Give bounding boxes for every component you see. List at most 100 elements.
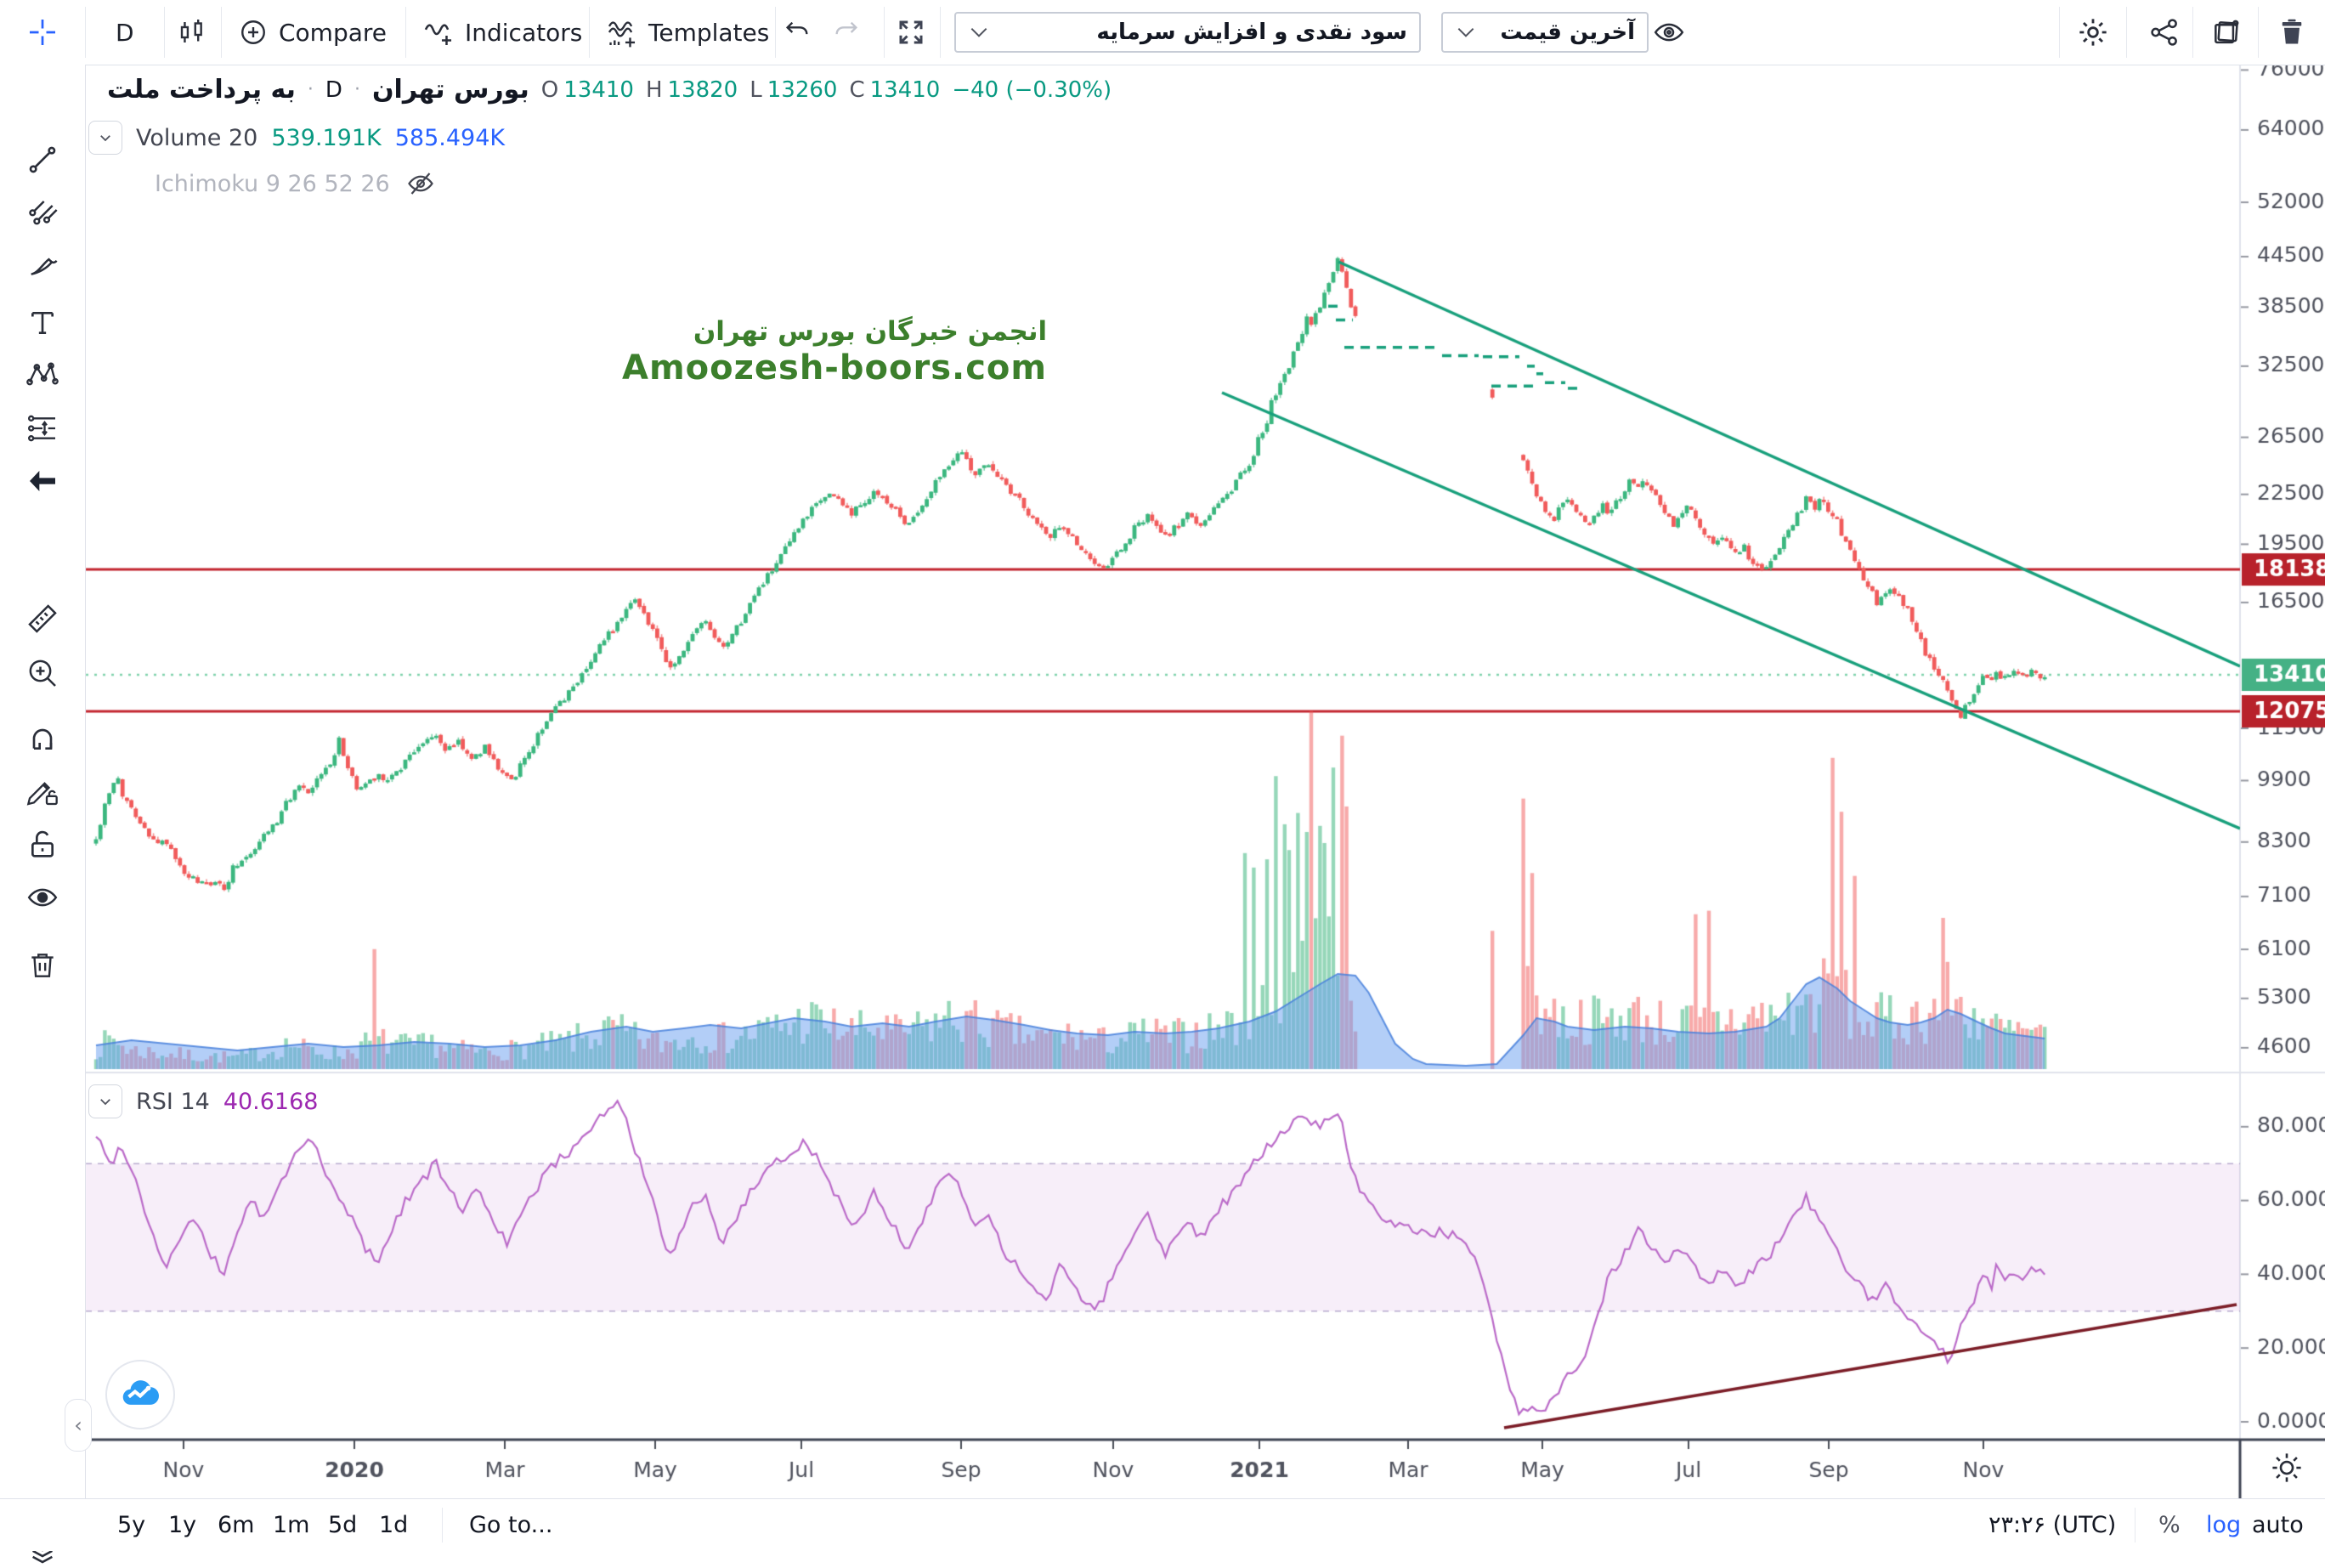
price-type-label: آخرین قیمت [1500,20,1635,45]
volume-value: 539.191K [271,124,382,151]
separator [2258,7,2259,58]
volume-collapse-button[interactable] [88,121,122,155]
percent-scale-button[interactable]: % [2158,1511,2181,1538]
hide-drawings-eye-icon[interactable] [25,880,59,914]
redo-icon[interactable] [832,18,861,47]
volume-ma-value: 585.494K [394,124,506,151]
brush-tool-icon[interactable] [25,252,59,286]
templates-button[interactable]: Templates [606,0,769,65]
rsi-value: 40.6168 [223,1088,319,1115]
templates-icon [608,21,636,48]
volume-legend: Volume 20 539.191K 585.494K [88,121,505,155]
corporate-actions-dropdown[interactable]: سود نقدی و افزایش سرمایه [954,12,1421,53]
platform-logo[interactable] [105,1360,175,1429]
rsi-legend: RSI 14 40.6168 [88,1084,318,1118]
crosshair-icon[interactable] [27,17,58,48]
collapse-chevron: ‹ [74,1413,82,1437]
theme-sun-icon[interactable] [2269,1450,2305,1486]
text-tool-icon[interactable] [25,306,59,340]
symbol-name[interactable]: به پرداخت ملت [107,75,296,105]
magnet-icon[interactable] [25,722,59,756]
watermark: انجمن خبرگان بورس تهران Amoozesh-boors.c… [622,316,1047,388]
separator [85,7,86,58]
separator [164,7,165,58]
ichimoku-indicator-name[interactable]: Ichimoku 9 26 52 26 [155,170,390,197]
compare-label: Compare [279,18,388,47]
pitchfork-tool-icon[interactable] [25,197,59,231]
separator [405,7,406,58]
indicators-label: Indicators [465,18,583,47]
xabcd-pattern-tool-icon[interactable] [25,359,59,393]
compare-button[interactable]: Compare [238,0,387,65]
forecast-tool-icon[interactable] [25,411,59,445]
change-value: −40 (−0.30%) [952,76,1112,103]
high-value: 13820 [667,76,738,103]
share-icon[interactable] [2148,16,2181,48]
gear-icon[interactable] [2076,15,2110,49]
range-6m-button[interactable]: 6m [218,1511,255,1538]
legend-dot: · [307,79,314,100]
high-label: H [645,76,663,103]
legend-exchange: بورس تهران [371,75,529,105]
low-label: L [750,76,762,103]
auto-scale-button[interactable]: auto [2252,1511,2304,1538]
separator [884,7,885,58]
range-5d-button[interactable]: 5d [328,1511,358,1538]
notes-icon[interactable] [2210,16,2243,48]
separator [940,7,941,58]
separator [589,7,590,58]
range-1d-button[interactable]: 1d [379,1511,409,1538]
range-1y-button[interactable]: 1y [168,1511,197,1538]
fullscreen-icon[interactable] [896,17,926,48]
low-value: 13260 [767,76,838,103]
price-type-dropdown[interactable]: آخرین قیمت [1441,12,1649,53]
interval-label: D [116,18,134,47]
legend-dot: · [354,79,360,100]
collapse-toolbar-tab[interactable]: ‹ [65,1399,92,1452]
range-1m-button[interactable]: 1m [273,1511,310,1538]
chevron-down-icon [970,27,987,37]
corporate-actions-label: سود نقدی و افزایش سرمایه [1096,20,1407,45]
interval-button[interactable]: D [116,0,134,65]
left-toolbar [0,65,86,1564]
eye-off-icon[interactable] [405,168,436,199]
volume-indicator-name[interactable]: Volume 20 [136,124,258,151]
rsi-collapse-button[interactable] [88,1084,122,1118]
drawing-lock-icon[interactable] [25,774,59,808]
separator [442,1508,443,1543]
legend-interval: D [325,76,342,103]
templates-label: Templates [648,18,770,47]
log-scale-button[interactable]: log [2206,1511,2242,1538]
compare-plus-icon [241,20,265,44]
watermark-persian: انجمن خبرگان بورس تهران [693,316,1048,347]
undo-icon[interactable] [783,18,812,47]
separator [221,7,222,58]
trash-icon[interactable] [2277,17,2307,48]
range-5y-button[interactable]: 5y [117,1511,146,1538]
watermark-domain: Amoozesh-boors.com [622,348,1048,388]
chart-style-button[interactable] [177,0,207,65]
trend-line-tool-icon[interactable] [25,143,59,177]
clock-utc[interactable]: ۲۳:۲۶ (UTC) [1988,1511,2117,1538]
chevron-down-icon [1457,27,1474,37]
close-value: 13410 [869,76,941,103]
ruler-icon[interactable] [25,602,59,636]
rsi-indicator-name[interactable]: RSI 14 [136,1088,210,1115]
zoom-in-icon[interactable] [25,656,59,690]
indicators-button[interactable]: Indicators [422,0,582,65]
separator [775,7,776,58]
chevron-down-icon [100,135,110,142]
remove-drawings-trash-icon[interactable] [26,949,59,982]
separator [2126,7,2127,58]
open-label: O [540,76,559,103]
unlock-icon[interactable] [25,828,59,862]
eye-icon[interactable] [1652,15,1686,49]
goto-button[interactable]: Go to... [469,1511,553,1538]
open-value: 13410 [563,76,634,103]
chevron-down-icon [100,1099,110,1106]
separator [2059,7,2060,58]
arrow-left-icon[interactable] [25,464,59,498]
bottom-toolbar: 5y 1y 6m 1m 5d 1d Go to... ۲۳:۲۶ (UTC) %… [0,1498,2325,1551]
